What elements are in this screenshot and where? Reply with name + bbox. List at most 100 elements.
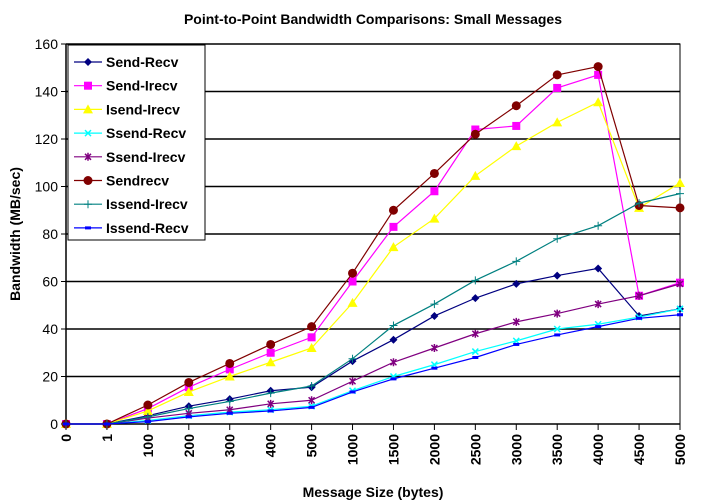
data-point-diamond: [430, 311, 439, 320]
data-point-star: [512, 317, 520, 326]
data-point-triangle: [142, 405, 153, 415]
data-point-square: [225, 365, 234, 374]
data-point-x: [553, 325, 561, 333]
data-point-square: [512, 121, 521, 130]
x-axis-label: Message Size (bytes): [303, 484, 444, 500]
data-point-square: [553, 83, 562, 92]
x-tick-label: 3000: [508, 434, 524, 465]
x-tick-label: 500: [304, 434, 320, 458]
y-tick-label: 20: [42, 369, 58, 385]
x-tick-label: 300: [222, 434, 238, 458]
data-point-square: [348, 277, 357, 286]
data-point-square: [84, 81, 92, 90]
data-point-triangle: [83, 104, 93, 114]
data-point-square: [307, 333, 316, 342]
data-point-diamond: [594, 264, 603, 273]
data-point-plus: [266, 389, 275, 398]
data-point-circle: [83, 176, 93, 185]
data-point-circle: [143, 400, 153, 410]
data-point-star: [308, 396, 316, 405]
data-point-plus: [471, 276, 480, 285]
y-tick-label: 140: [35, 84, 59, 100]
data-point-star: [594, 300, 602, 309]
data-point-square: [389, 222, 398, 231]
data-point-plus: [389, 321, 398, 330]
data-point-triangle: [552, 117, 563, 127]
legend-label: Send-Recv: [106, 54, 179, 70]
chart-title: Point-to-Point Bandwidth Comparisons: Sm…: [184, 11, 562, 27]
data-point-star: [676, 279, 684, 288]
legend-box: [67, 44, 206, 241]
data-point-circle: [348, 268, 358, 278]
x-tick-label: 4000: [590, 434, 606, 465]
series-line: [66, 101, 681, 425]
data-point-triangle: [183, 386, 194, 396]
data-point-square: [266, 348, 275, 357]
data-point-square: [471, 125, 480, 134]
y-tick-label: 80: [42, 226, 58, 242]
data-point-circle: [307, 322, 317, 332]
data-point-circle: [388, 205, 398, 215]
data-point-star: [553, 309, 561, 318]
data-point-star: [267, 399, 275, 408]
data-point-triangle: [306, 343, 317, 352]
series-line: [66, 74, 681, 425]
y-tick-label: 60: [42, 274, 58, 290]
data-point-triangle: [265, 357, 276, 367]
data-point-plus: [594, 221, 603, 230]
x-tick-label: 200: [181, 434, 197, 458]
data-point-square: [430, 187, 439, 196]
data-point-plus: [143, 412, 152, 421]
y-axis-label: Bandwidth (MB/sec): [7, 167, 23, 301]
data-point-triangle: [470, 170, 481, 180]
data-point-circle: [429, 168, 439, 178]
data-point-plus: [635, 199, 644, 208]
data-point-triangle: [388, 242, 399, 252]
data-point-triangle: [224, 371, 235, 381]
x-tick-label: 1000: [345, 434, 361, 465]
y-tick-label: 40: [42, 321, 58, 337]
legend-label: Send-Irecv: [106, 78, 178, 94]
series-issend-irecv: [62, 189, 684, 428]
data-point-plus: [84, 200, 92, 209]
data-point-triangle: [675, 177, 685, 187]
data-point-triangle: [429, 213, 440, 223]
x-tick-label: 100: [140, 434, 156, 458]
data-point-circle: [225, 358, 235, 368]
data-point-square: [594, 70, 603, 79]
legend-label: Ssend-Irecv: [106, 149, 186, 165]
x-tick-label: 1500: [385, 434, 401, 465]
data-point-x: [676, 305, 684, 313]
legend-label: Issend-Recv: [106, 220, 189, 236]
data-point-star: [84, 152, 92, 161]
data-point-diamond: [84, 58, 92, 66]
y-tick-label: 0: [50, 416, 58, 432]
data-point-x: [84, 129, 92, 137]
x-tick-label: 5000: [672, 434, 688, 465]
data-point-circle: [470, 129, 480, 139]
data-point-plus: [676, 189, 684, 198]
data-point-diamond: [389, 335, 398, 344]
data-point-star: [635, 291, 643, 300]
data-point-star: [430, 344, 438, 352]
data-point-plus: [348, 354, 357, 363]
data-point-plus: [307, 382, 316, 390]
data-point-diamond: [512, 279, 521, 288]
y-tick-label: 120: [35, 131, 59, 147]
legend-label: Sendrecv: [106, 173, 169, 189]
series-line: [66, 283, 681, 425]
series-line: [66, 314, 681, 425]
data-point-diamond: [471, 294, 480, 303]
data-point-star: [389, 358, 397, 367]
legend-label: Issend-Irecv: [106, 196, 188, 212]
series-line: [66, 308, 681, 425]
y-tick-label: 160: [35, 36, 59, 52]
data-point-circle: [552, 70, 562, 80]
data-point-x: [430, 361, 438, 369]
y-tick-label: 100: [35, 179, 59, 195]
data-point-diamond: [553, 271, 562, 280]
x-tick-label: 1: [99, 434, 115, 442]
data-point-triangle: [511, 141, 522, 151]
data-point-circle: [184, 377, 194, 387]
